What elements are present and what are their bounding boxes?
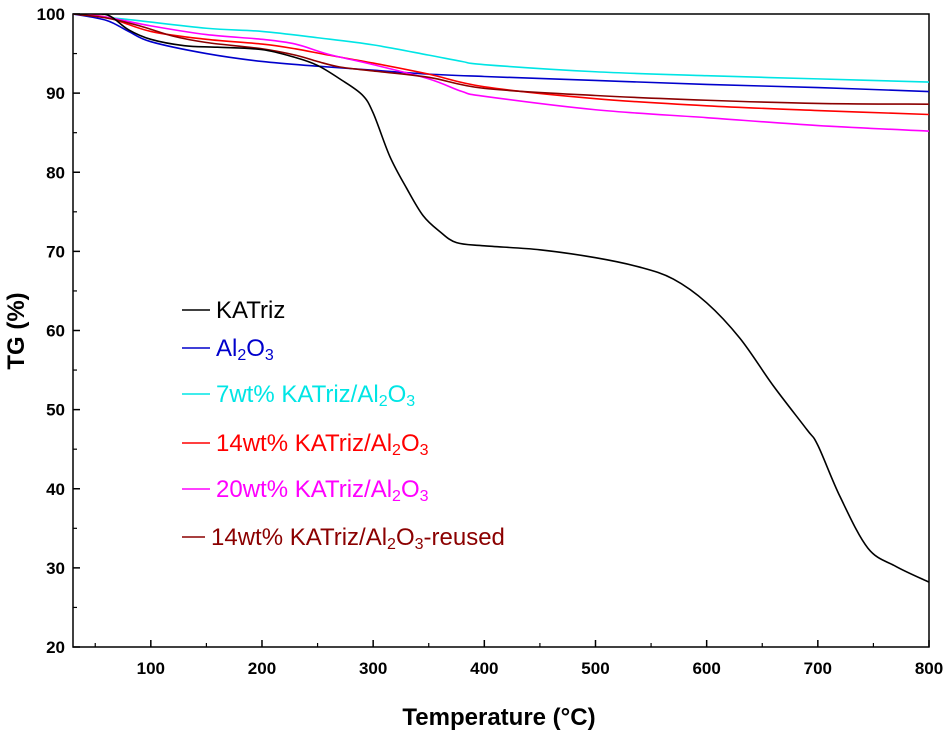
legend-subscript: 3 [420,442,429,459]
series-group [73,14,929,583]
legend-text-part: 7wt% KATriz/Al [216,381,379,408]
legend-text-part: 14wt% KATriz/Al [211,524,387,551]
legend-text-part: O [388,381,407,408]
y-tick-label: 80 [46,163,65,182]
y-tick-label: 30 [46,559,65,578]
x-tick-label: 200 [248,659,276,678]
legend-subscript: 2 [387,536,396,553]
legend-subscript: 2 [237,347,246,364]
legend-subscript: 2 [392,442,401,459]
legend-label: Al2O3 [216,335,274,364]
series-line-0 [73,14,929,583]
legend-subscript: 3 [406,393,415,410]
y-tick-label: 20 [46,638,65,657]
series-line-2 [73,14,929,83]
legend-label: 7wt% KATriz/Al2O3 [216,381,415,410]
legend-text-part: KATriz [216,297,285,324]
legend-label: KATriz [216,297,285,324]
legend-subscript: 3 [415,536,424,553]
x-axis-title: Temperature (°C) [402,704,595,731]
series-line-5 [73,14,929,105]
legend-text-part: O [401,476,420,503]
legend-text-part: Al [216,335,237,362]
y-axis: 20 30 40 50 60 70 80 90 100 [37,5,80,657]
y-tick-label: 50 [46,401,65,420]
y-tick-label: 90 [46,84,65,103]
y-tick-label: 60 [46,322,65,341]
legend-label: 14wt% KATriz/Al2O3-reused [211,524,505,553]
legend-label: 14wt% KATriz/Al2O3 [216,430,429,459]
legend-text-part: O [396,524,415,551]
y-tick-label: 70 [46,242,65,261]
series-line-4 [73,14,929,132]
legend-subscript: 3 [265,347,274,364]
x-tick-label: 800 [915,659,943,678]
legend-subscript: 2 [379,393,388,410]
series-line-1 [73,14,929,93]
legend-text-part: O [246,335,265,362]
plot-frame [72,13,930,648]
legend-text-part: 14wt% KATriz/Al [216,430,392,457]
legend-subscript: 2 [392,488,401,505]
legend-text-part: 20wt% KATriz/Al [216,476,392,503]
x-tick-label: 700 [804,659,832,678]
legend-text-part: -reused [424,524,505,551]
x-tick-label: 100 [137,659,165,678]
legend-label: 20wt% KATriz/Al2O3 [216,476,429,505]
x-tick-label: 500 [581,659,609,678]
y-tick-label: 100 [37,5,65,24]
x-tick-label: 300 [359,659,387,678]
y-axis-title: TG (%) [3,292,30,369]
x-tick-label: 400 [470,659,498,678]
series-line-3 [73,14,929,116]
y-tick-label: 40 [46,480,65,499]
legend-subscript: 3 [420,488,429,505]
x-tick-label: 600 [692,659,720,678]
legend-text-part: O [401,430,420,457]
x-axis: 100 200 300 400 500 600 700 800 [94,640,943,678]
